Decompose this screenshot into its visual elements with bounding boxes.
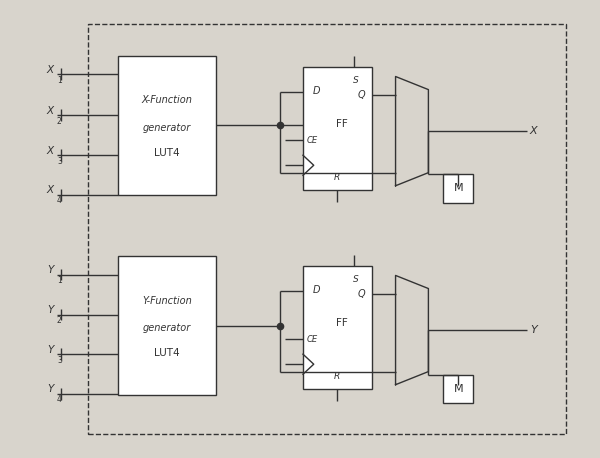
- Text: 3: 3: [57, 157, 62, 166]
- Text: R: R: [334, 372, 340, 381]
- Text: generator: generator: [143, 323, 191, 333]
- Text: X: X: [47, 146, 54, 156]
- Text: 1: 1: [57, 276, 62, 285]
- Text: LUT4: LUT4: [154, 148, 180, 158]
- Bar: [88, 24, 566, 434]
- Text: LUT4: LUT4: [154, 348, 180, 358]
- Text: 4: 4: [57, 395, 62, 404]
- Bar: [118, 256, 217, 395]
- Bar: [303, 67, 371, 191]
- Text: Y-Function: Y-Function: [142, 296, 192, 305]
- Text: R: R: [334, 173, 340, 182]
- Bar: [118, 56, 217, 195]
- Text: M: M: [454, 184, 463, 193]
- Text: S: S: [353, 76, 358, 85]
- Text: X-Function: X-Function: [142, 95, 193, 105]
- Text: D: D: [313, 285, 320, 295]
- Text: 1: 1: [57, 76, 62, 85]
- Text: 4: 4: [57, 196, 62, 205]
- Text: Y: Y: [530, 325, 536, 335]
- Text: S: S: [353, 275, 358, 284]
- Text: X: X: [47, 185, 54, 195]
- Text: X: X: [530, 126, 538, 136]
- Bar: [303, 267, 371, 389]
- Text: FF: FF: [336, 119, 348, 129]
- Text: Q: Q: [358, 289, 365, 299]
- Bar: [443, 375, 473, 403]
- Text: FF: FF: [336, 318, 348, 328]
- Text: 2: 2: [57, 316, 62, 325]
- Text: generator: generator: [143, 123, 191, 133]
- Text: D: D: [313, 86, 320, 96]
- Text: Y: Y: [47, 305, 54, 315]
- Text: Y: Y: [47, 344, 54, 354]
- Text: Q: Q: [358, 90, 365, 100]
- Text: CE: CE: [307, 136, 317, 145]
- Text: 3: 3: [57, 355, 62, 365]
- Text: X: X: [47, 65, 54, 75]
- Text: M: M: [454, 384, 463, 394]
- Text: 2: 2: [57, 116, 62, 125]
- Text: X: X: [47, 106, 54, 115]
- Text: Y: Y: [47, 265, 54, 275]
- Bar: [443, 174, 473, 202]
- Text: CE: CE: [307, 335, 317, 344]
- Text: Y: Y: [47, 384, 54, 394]
